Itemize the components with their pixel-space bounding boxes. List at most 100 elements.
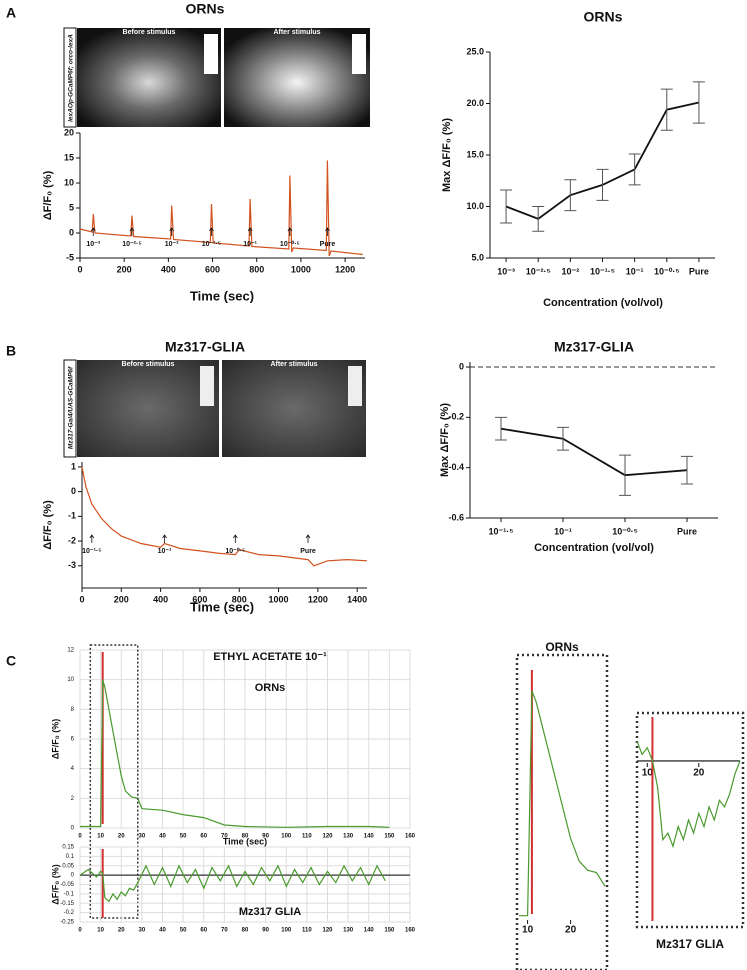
x-tick-label: 20 <box>118 834 125 840</box>
y-tick-label: -0.1 <box>64 891 75 897</box>
x-tick-label: 10⁻⁰·⁵ <box>654 266 680 276</box>
y-axis-label: Max ΔF/F₀ (%) <box>441 118 453 192</box>
error-bar <box>619 454 631 496</box>
error-bar <box>628 153 641 186</box>
stimulus-label: Pure <box>320 241 336 248</box>
chart-title: ORNs <box>186 1 225 17</box>
x-tick-label: 90 <box>262 928 269 934</box>
x-tick-label: 20 <box>693 768 705 779</box>
y-tick-label: -2 <box>68 535 76 545</box>
x-tick-label: 1200 <box>335 264 355 274</box>
x-tick-label: 200 <box>117 264 132 274</box>
x-tick-label: 0 <box>79 594 84 604</box>
x-tick-label: 110 <box>302 928 312 934</box>
stimulus-arrow <box>305 534 311 543</box>
x-tick-label: 110 <box>302 834 312 840</box>
y-tick-label: 0 <box>71 486 76 496</box>
x-tick-label: 120 <box>322 928 333 934</box>
x-tick-label: 10⁻⁰·⁵ <box>612 526 638 536</box>
image <box>224 28 370 127</box>
stimulus-arrow <box>247 227 253 236</box>
x-axis-label: Time (sec) <box>223 836 267 846</box>
x-tick-label: 40 <box>159 928 166 934</box>
x-tick-label: 800 <box>249 264 264 274</box>
x-tick-label: 120 <box>322 834 333 840</box>
stimulus-label: Pure <box>300 548 316 555</box>
x-tick-label: 10⁻¹·⁵ <box>590 266 615 276</box>
stimulus-label: 10⁻²·⁵ <box>122 241 141 248</box>
error-bar <box>660 88 673 131</box>
stimulus-arrow <box>169 227 175 236</box>
colorbar <box>352 34 366 74</box>
y-tick-label: 5 <box>69 202 74 212</box>
image-strip-a: lexAOp-GCaMP6f; orco-lexA Before stimulu… <box>63 27 370 128</box>
y-axis-label: ΔF/F₀ (%) <box>42 170 54 220</box>
panel-letter: A <box>6 5 16 21</box>
x-axis-label: Concentration (vol/vol) <box>534 542 654 554</box>
y-tick-label: -0.2 <box>448 412 464 422</box>
series-label: Mz317 GLIA <box>239 906 301 918</box>
y-tick-label: -0.4 <box>448 462 464 472</box>
series-line <box>500 427 688 477</box>
x-tick-label: 100 <box>281 834 292 840</box>
x-axis-label: Time (sec) <box>190 599 254 614</box>
y-axis-label: ΔF/F₀ (%) <box>50 719 60 760</box>
highlight-box <box>89 644 139 919</box>
x-tick-label: 10⁻²·⁵ <box>526 266 551 276</box>
x-tick-label: 10⁻¹ <box>626 266 644 276</box>
y-tick-label: 8 <box>71 707 75 713</box>
x-tick-label: 200 <box>114 594 129 604</box>
x-tick-label: 60 <box>200 928 207 934</box>
error-bar <box>692 81 705 124</box>
x-tick-label: 10 <box>522 925 534 936</box>
y-tick-label: -0.6 <box>448 512 464 522</box>
error-bar <box>500 189 513 224</box>
x-tick-label: 130 <box>343 834 354 840</box>
y-axis-label: Max ΔF/F₀ (%) <box>439 403 451 477</box>
chart-title: ORNs <box>584 9 623 25</box>
x-tick-label: 30 <box>139 834 146 840</box>
x-tick-label: 140 <box>364 928 375 934</box>
x-tick-label: 150 <box>384 834 395 840</box>
image-strip-b: Mz317-Gal4/UAS-GCaMP6f Before stimulus A… <box>63 359 366 458</box>
y-tick-label: 15 <box>64 152 74 162</box>
stimulus-label: 10⁻³ <box>86 241 100 248</box>
y-tick-label: 10.0 <box>466 201 484 211</box>
panel-letter: C <box>6 653 16 669</box>
error-bar <box>564 179 577 212</box>
x-tick-label: 100 <box>281 928 292 934</box>
colorbar <box>200 366 214 406</box>
stimulus-arrow <box>90 227 96 236</box>
series-line <box>505 101 700 220</box>
x-tick-label: 400 <box>153 594 168 604</box>
y-axis-label: ΔF/F₀ (%) <box>42 500 54 550</box>
y-tick-label: 12 <box>67 648 74 654</box>
series-label: ORNs <box>255 682 286 694</box>
y-tick-label: 25.0 <box>466 46 484 56</box>
y-tick-label: 1 <box>71 461 76 471</box>
x-tick-label: 10⁻¹·⁵ <box>489 526 514 536</box>
colorbar <box>204 34 218 74</box>
x-tick-label: 10⁻² <box>561 266 579 276</box>
error-bar <box>495 416 507 441</box>
x-tick-label: 10 <box>97 928 104 934</box>
chart-title: Mz317-GLIA <box>165 339 245 355</box>
x-tick-label: 80 <box>242 834 249 840</box>
y-axis-label: ΔF/F₀ (%) <box>50 864 60 905</box>
y-tick-label: -0.25 <box>60 920 74 926</box>
x-tick-label: 20 <box>565 925 577 936</box>
x-tick-label: 140 <box>364 834 375 840</box>
stimulus-arrow <box>162 534 167 543</box>
y-tick-label: 0.05 <box>62 863 74 869</box>
x-axis-label: Concentration (vol/vol) <box>543 297 663 309</box>
panel-letter: B <box>6 343 16 359</box>
x-tick-label: 60 <box>200 834 207 840</box>
y-tick-label: 20.0 <box>466 98 484 108</box>
y-tick-label: 4 <box>71 766 75 772</box>
stimulus-label: 10⁻¹·⁵ <box>82 548 101 555</box>
x-tick-label: 30 <box>139 928 146 934</box>
stimulus-label: 10⁻¹ <box>158 548 172 555</box>
x-tick-label: 10 <box>642 768 654 779</box>
x-tick-label: 150 <box>384 928 395 934</box>
